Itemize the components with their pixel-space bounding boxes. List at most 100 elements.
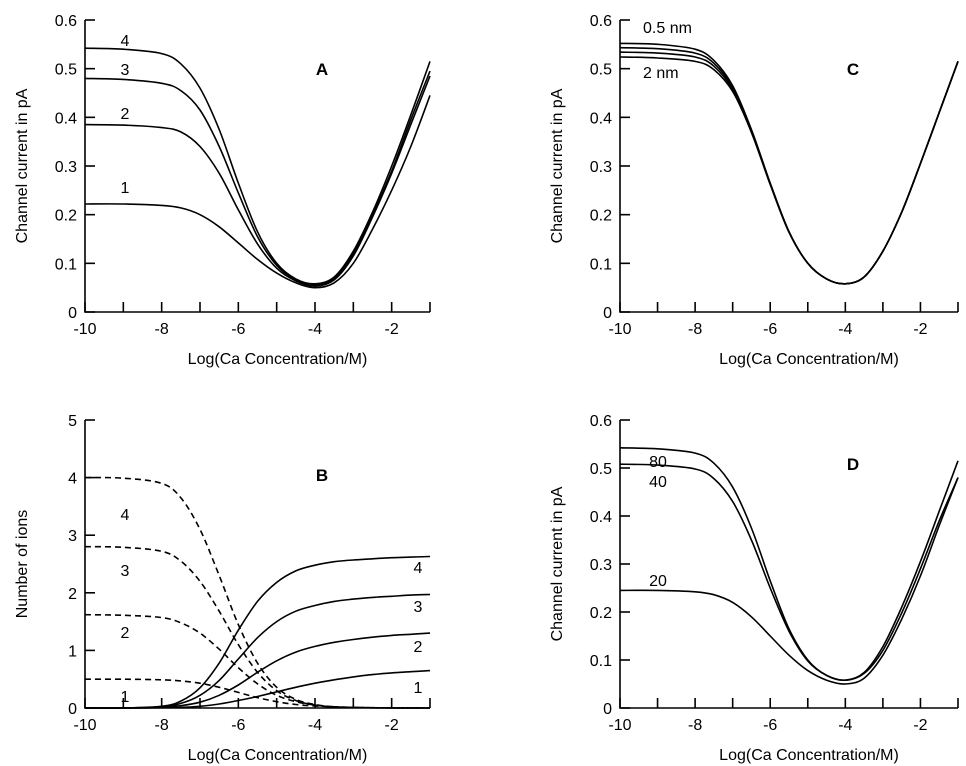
y-tick-label: 0.3 (55, 159, 77, 176)
axis-lines (619, 420, 958, 709)
y-axis-label: Channel current in pA (549, 88, 566, 243)
y-axis-label: Channel current in pA (549, 486, 566, 641)
x-axis-label: Log(Ca Concentration/M) (719, 351, 899, 368)
y-tick-label: 0.1 (590, 653, 612, 670)
axis-lines (84, 20, 430, 313)
series-line-3 (84, 47, 431, 285)
x-tick-label: -4 (838, 717, 852, 734)
panel-letter: B (316, 466, 328, 485)
series-line-0 (619, 477, 959, 685)
x-tick-label: -2 (913, 321, 927, 338)
y-tick-label: 0.2 (55, 208, 77, 225)
x-tick-label: -10 (73, 717, 96, 734)
curve-label: 2 nm (643, 65, 679, 82)
curve-label: 2 (414, 639, 423, 656)
x-tick-label: -2 (913, 717, 927, 734)
series-line-1 (619, 46, 959, 285)
x-axis-label: Log(Ca Concentration/M) (188, 747, 368, 764)
curve-label: 3 (121, 563, 130, 580)
curve-label: 1 (121, 689, 130, 706)
curve-label: 2 (121, 106, 130, 123)
series-line-5 (84, 632, 431, 709)
y-tick-label: 0.6 (590, 13, 612, 30)
series-line-2 (619, 447, 959, 682)
x-tick-label: -2 (385, 321, 399, 338)
curve-label: 1 (121, 180, 130, 197)
y-tick-label: 0.3 (590, 557, 612, 574)
curve-label: 2 (121, 625, 130, 642)
y-axis-label: Channel current in pA (14, 88, 31, 243)
curve-label: 4 (414, 560, 423, 577)
y-axis-label: Number of ions (14, 510, 31, 619)
x-tick-label: -4 (308, 321, 322, 338)
y-tick-label: 0 (603, 701, 612, 718)
x-axis-label: Log(Ca Concentration/M) (188, 351, 368, 368)
curve-label: 20 (649, 573, 667, 590)
curve-label: 3 (121, 62, 130, 79)
x-axis-label: Log(Ca Concentration/M) (719, 747, 899, 764)
y-tick-label: 2 (68, 586, 77, 603)
y-tick-label: 3 (68, 528, 77, 545)
curve-label: 3 (414, 599, 423, 616)
x-tick-label: -6 (763, 321, 777, 338)
x-tick-label: -8 (155, 717, 169, 734)
y-tick-label: 0.1 (55, 256, 77, 273)
x-tick-label: -6 (763, 717, 777, 734)
panel-c: 0 0.1 0.2 0.3 0.4 0.5 0.6 -10 -8 -6 -4 -2 Log(Ca Con… (549, 13, 959, 368)
x-tick-label: -10 (73, 321, 96, 338)
x-tick-label: -10 (608, 717, 631, 734)
axis-lines (84, 420, 430, 709)
curve-label: 4 (121, 507, 130, 524)
x-tick-label: -2 (385, 717, 399, 734)
y-tick-label: 0.2 (590, 605, 612, 622)
x-tick-label: -8 (155, 321, 169, 338)
series-line-0 (84, 95, 431, 289)
y-tick-label: 0.3 (590, 159, 612, 176)
series-line-dashed-1 (84, 613, 431, 709)
series-line-1 (84, 75, 431, 288)
y-tick-label: 0 (68, 701, 77, 718)
curve-label: 4 (121, 33, 130, 50)
y-tick-label: 0.4 (55, 110, 77, 127)
curve-label: 40 (649, 474, 667, 491)
x-tick-label: -8 (688, 321, 702, 338)
panel-d: 0 0.1 0.2 0.3 0.4 0.5 0.6 -10 -8 -6 -4 -2 Log(Ca Con… (549, 413, 959, 764)
y-tick-label: 0.5 (590, 62, 612, 79)
panel-b: 0 1 2 3 4 5 -10 -8 -6 -4 -2 Log(Ca Concentration/M)… (14, 413, 431, 764)
y-tick-label: 5 (68, 413, 77, 430)
curve-label: 0.5 nm (643, 20, 692, 37)
y-tick-label: 0.6 (590, 413, 612, 430)
series-line-1 (619, 463, 959, 682)
y-tick-label: 0.2 (590, 208, 612, 225)
x-tick-label: -6 (231, 321, 245, 338)
series-line-2 (619, 51, 959, 285)
series-line-4 (84, 669, 431, 709)
series-line-2 (84, 70, 431, 287)
x-tick-label: -4 (308, 717, 322, 734)
panel-letter: D (847, 455, 859, 474)
series-line-6 (84, 593, 431, 709)
series-line-7 (84, 555, 431, 709)
y-tick-label: 4 (68, 471, 77, 488)
panel-a: 0 0.1 0.2 0.3 0.4 0.5 0.6 -10 -8 -6 -4 -2 Log(Ca Con… (14, 13, 431, 368)
series-line-dashed-3 (84, 476, 431, 709)
y-tick-label: 0 (603, 305, 612, 322)
y-tick-label: 0.4 (590, 110, 612, 127)
curve-label: 1 (414, 680, 423, 697)
series-line-3 (619, 56, 959, 285)
axis-lines (619, 20, 958, 313)
x-tick-label: -8 (688, 717, 702, 734)
x-tick-label: -6 (231, 717, 245, 734)
y-tick-label: 0.5 (55, 62, 77, 79)
y-tick-label: 0.1 (590, 256, 612, 273)
curve-label: 80 (649, 454, 667, 471)
y-tick-label: 0.4 (590, 509, 612, 526)
y-tick-label: 0.6 (55, 13, 77, 30)
x-tick-label: -4 (838, 321, 852, 338)
panel-letter: C (847, 60, 859, 79)
y-tick-label: 1 (68, 643, 77, 660)
y-tick-label: 0.5 (590, 461, 612, 478)
x-tick-label: -10 (608, 321, 631, 338)
panel-letter: A (316, 60, 328, 79)
